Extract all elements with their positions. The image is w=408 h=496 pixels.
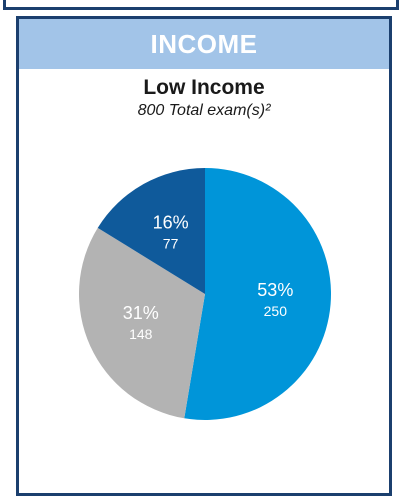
slice-percent-label-1: 31% xyxy=(123,303,159,323)
pie-slice-0 xyxy=(184,168,331,420)
panel-title: INCOME xyxy=(150,28,258,59)
chart-subtitle: 800 Total exam(s)² xyxy=(137,102,271,119)
slice-count-label-2: 77 xyxy=(163,235,179,251)
slice-percent-label-0: 53% xyxy=(257,280,293,300)
slice-count-label-0: 250 xyxy=(264,303,288,319)
slice-percent-label-2: 16% xyxy=(153,212,189,232)
slice-count-label-1: 148 xyxy=(129,326,153,342)
pie-slice-2 xyxy=(97,168,205,294)
panel-header: INCOME xyxy=(19,19,389,69)
top-frame-border xyxy=(3,0,399,10)
pie-chart: 53% 250 31% 148 16% 77 xyxy=(79,168,331,420)
pie-slice-1 xyxy=(79,227,205,419)
chart-title: Low Income xyxy=(143,76,265,99)
